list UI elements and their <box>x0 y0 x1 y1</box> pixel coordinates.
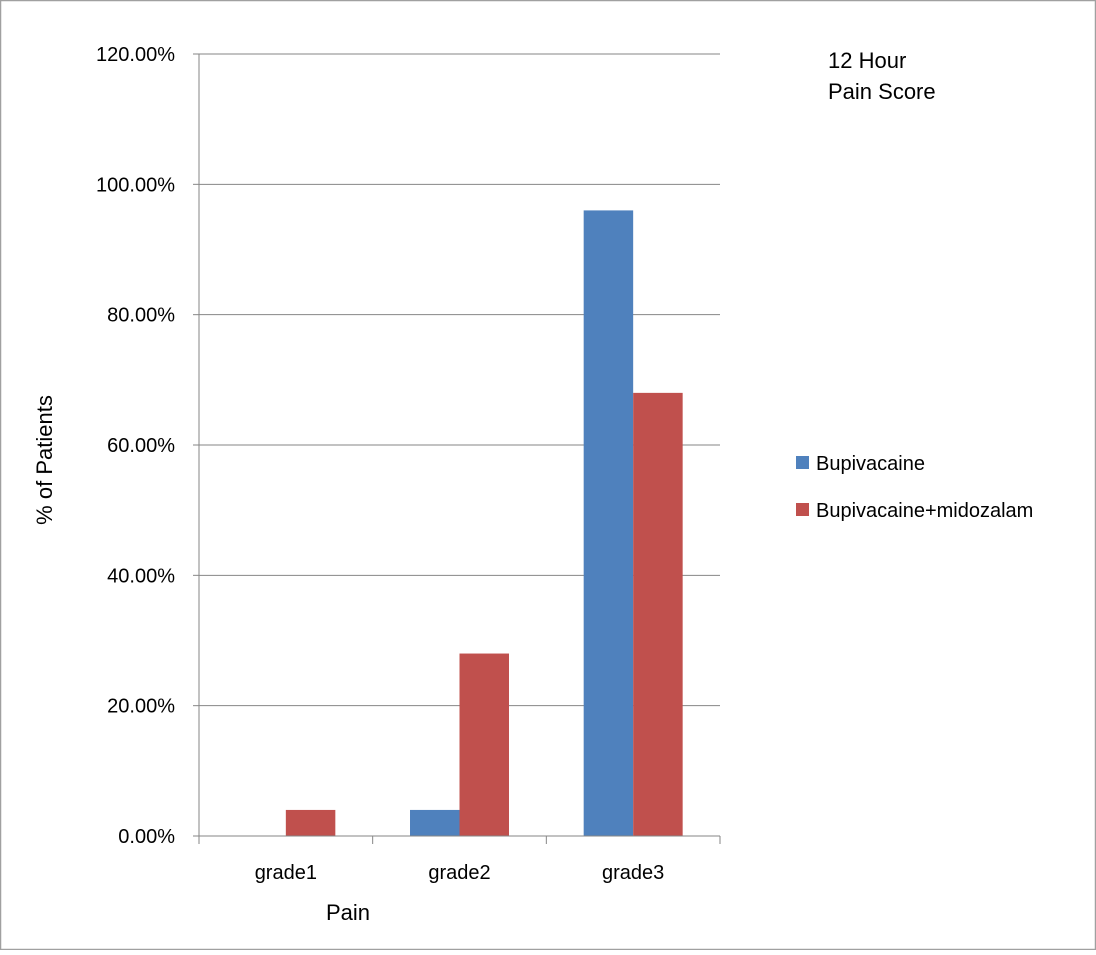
x-tick-label-grade1: grade1 <box>255 862 317 884</box>
legend-swatch-bupivacaine-midozalam <box>796 503 809 516</box>
y-axis-title: % of Patients <box>32 395 57 525</box>
legend-item-bupivacaine-midozalam: Bupivacaine+midozalam <box>796 500 1033 522</box>
y-tick-label-60: 60.00% <box>107 435 175 457</box>
x-tick-label-grade3: grade3 <box>602 862 664 884</box>
y-tick-label-20: 20.00% <box>107 696 175 718</box>
bar-bupivacaine-midozalam-grade3 <box>633 392 683 836</box>
x-axis-title: Pain <box>326 900 370 925</box>
legend-item-bupivacaine: Bupivacaine <box>796 453 925 475</box>
x-tick-label-grade2: grade2 <box>428 862 490 884</box>
x-tick-labels: grade1 grade2 grade3 <box>255 862 665 884</box>
y-tick-label-100: 100.00% <box>96 174 175 196</box>
y-tick-label-40: 40.00% <box>107 565 175 587</box>
y-tick-labels: 0.00% 20.00% 40.00% 60.00% 80.00% 100.00% 120.… <box>96 44 175 848</box>
legend-label-bupivacaine: Bupivacaine <box>816 453 925 475</box>
legend: Bupivacaine Bupivacaine+midozalam <box>796 453 1033 522</box>
legend-label-bupivacaine-midozalam: Bupivacaine+midozalam <box>816 500 1033 522</box>
chart-title-line-1: 12 Hour <box>828 48 906 73</box>
axes <box>193 53 721 844</box>
bar-bupivacaine-midozalam-grade2 <box>459 653 509 836</box>
bar-bupivacaine-midozalam-grade1 <box>285 809 336 836</box>
bar-bupivacaine-grade3 <box>583 210 634 836</box>
chart-title-line-2: Pain Score <box>828 79 936 104</box>
y-tick-label-0: 0.00% <box>118 826 175 848</box>
y-tick-label-80: 80.00% <box>107 305 175 327</box>
bar-bupivacaine-grade2 <box>410 809 460 836</box>
y-tick-label-120: 120.00% <box>96 44 175 66</box>
legend-swatch-bupivacaine <box>796 456 809 469</box>
bars <box>285 210 683 836</box>
